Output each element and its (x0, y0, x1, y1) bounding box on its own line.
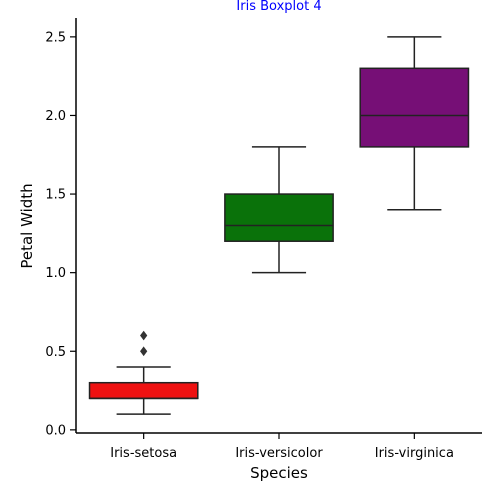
boxes (88, 36, 470, 415)
outlier-point (140, 346, 148, 357)
y-tick-label: 1.5 (45, 188, 66, 203)
x-ticks: Iris-setosa Iris-versicolor Iris-virginica (110, 433, 454, 461)
y-ticks: 0.0 0.5 1.0 1.5 2.0 2.5 (45, 30, 76, 438)
y-tick-label: 0.5 (45, 345, 66, 360)
chart-title: Iris Boxplot 4 (236, 0, 321, 14)
box-iqr (359, 67, 470, 148)
x-tick-label: Iris-virginica (375, 446, 454, 461)
x-tick-label: Iris-versicolor (235, 446, 323, 461)
y-tick-label: 0.0 (45, 423, 66, 438)
box-group (88, 330, 199, 415)
outlier-point (140, 330, 148, 341)
box-iqr (88, 381, 199, 400)
y-axis-label: Petal Width (18, 183, 36, 268)
y-tick-label: 2.0 (45, 109, 66, 124)
x-axis-label: Species (250, 464, 308, 482)
x-tick-label: Iris-setosa (110, 446, 177, 461)
y-tick-label: 2.5 (45, 30, 66, 45)
box-group (224, 146, 334, 274)
y-tick-label: 1.0 (45, 266, 66, 281)
box-group (359, 36, 470, 211)
box-iqr (224, 193, 334, 242)
